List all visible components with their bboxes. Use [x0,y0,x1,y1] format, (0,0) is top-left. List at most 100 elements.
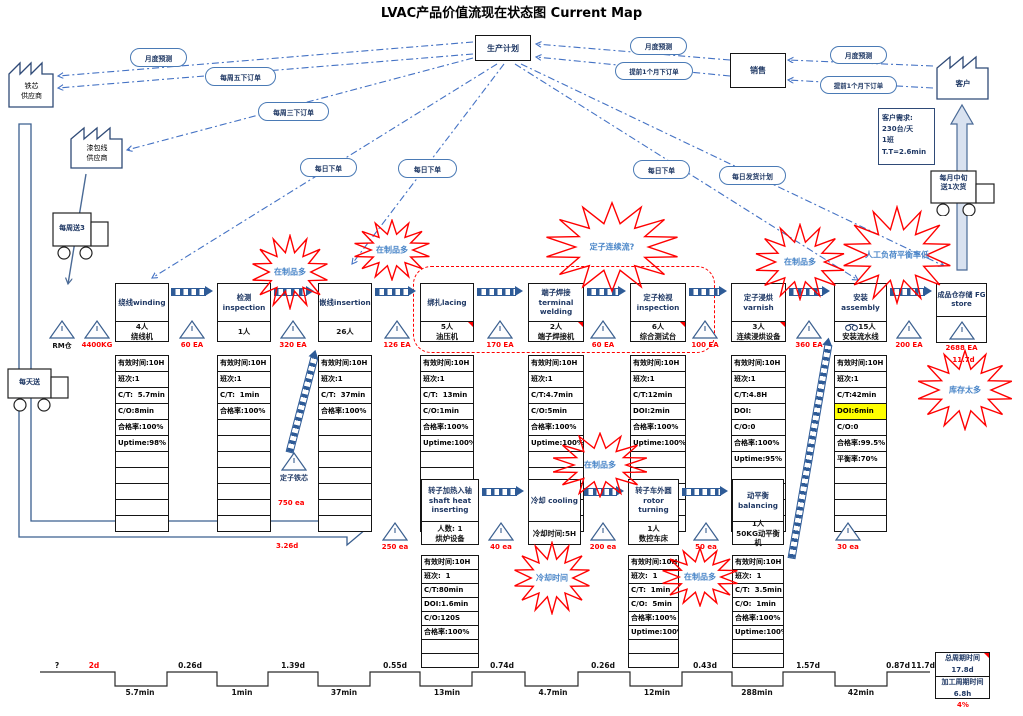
process-box-rotor-turning: 转子车外圆 rotor turning 1人 数控车床 [628,479,679,545]
process-title-assembly: 安装assembly [835,284,886,322]
wire-supplier-factory: 漆包线 供应商 [70,124,124,170]
process-staff-line: 烘炉设备 [435,533,465,543]
inventory-r2-0-icon [381,521,409,542]
push-arrow-head [515,286,523,296]
data-box-inspection: 有效时间:10H 班次:1 C/T: 1min 合格率:100% [217,355,271,532]
burst-outline-icon [546,200,678,294]
daily-delivery-truck: 每天送 [7,368,71,413]
process-staff-line: 15人 [845,322,876,332]
process-staff-text: 15人 [858,322,876,332]
process-staff-line: 数控车床 [638,533,669,543]
data-row-winding: C/T: 5.7min [116,388,168,404]
process-box-stator-inspection: 定子检视 inspection 6人 综合测试台 [630,283,686,342]
data-row-winding: 有效时间:10H [116,356,168,372]
process-staff-line: 连续浸烘设备 [736,332,781,341]
process-box-shaft-heat-inserting: 转子加热入轴 shaft heat inserting 人数: 1 烘炉设备 [421,479,479,545]
push-arrow-r1-6 [789,286,830,297]
timeline-wait-label: 0.55d [383,661,407,670]
oval-daily-order-3: 每日下单 [633,160,690,179]
timeline-wait-label: 2d [88,661,100,670]
process-title-line: 定子浸烘 [743,293,774,303]
process-title-inspection: 检测 inspection [218,284,270,322]
data-row-insertion: 班次:1 [319,372,371,388]
process-title-line: turning [638,505,669,515]
process-box-balancing: 动平衡 balancing 1人 50KG动平衡机 [732,479,784,548]
timeline-step-label: 37min [330,688,358,697]
process-title-rotor-turning: 转子车外圆 rotor turning [629,480,678,522]
inventory-r2-3-label: 50 ea [695,543,717,551]
data-box-assembly: 有效时间:10H 班次:1 C/T:42min DOI:6min C/O:0 合格率:99… [834,355,887,532]
total-leadtime-value: 17.8d [936,665,989,677]
data-row-empty [319,452,371,468]
process-staff-assembly: 15人 安装流水线 [835,322,886,342]
process-staff-line: 50KG动平衡机 [736,528,780,548]
burst-outline-icon [917,348,1013,432]
oval-monthly-forecast-3: 月度预测 [830,46,887,64]
process-title-line: 转子车外圆 [635,486,672,496]
push-arrow-body [682,487,721,496]
data-row-empty [631,452,685,468]
inventory-r1-4-label: 60 EA [591,341,615,349]
factory-icon [8,61,54,108]
process-title-line: 安装assembly [841,293,880,312]
data-row-stator-inspection: C/T:12min [631,388,685,404]
sales-box: 销售 [730,53,786,88]
push-arrow-body [477,287,516,296]
comment-flag-icon [680,322,685,327]
process-staff-line: 冷却时间:5H [532,528,577,538]
data-row-rotor-turning: 班次: 1 [629,570,678,584]
process-title-varnish: 定子浸烘 varnish [732,284,785,322]
data-row-lacing: 班次:1 [421,372,473,388]
oval-order-friday: 每周五下订单 [205,67,276,86]
data-row-assembly: 班次:1 [835,372,886,388]
process-title-line: inspection [222,302,266,312]
fg-store-box: 成品仓存储 FG store [936,283,987,343]
data-row-insertion: 有效时间:10H [319,356,371,372]
push-arrow-head [822,286,830,296]
burst-outline-icon [552,431,648,499]
stator-core-inventory-icon [280,451,308,472]
process-time-label: 加工周期时间 [941,678,984,686]
push-arrow-r2-0 [482,486,524,497]
burst-text: 冷却时间 [536,573,568,583]
customer-demand-line: 1班 [882,136,894,145]
weekly-delivery-truck: 每周送3 [52,212,112,260]
data-row-assembly: 合格率:99.5% [835,436,886,452]
inventory-r2-2-icon [589,521,617,542]
oval-monthly-forecast-2: 月度预测 [630,37,687,55]
monthly-truck-label-line: 送1次货 [940,183,967,192]
data-row-rotor-turning: C/T: 1min [629,584,678,598]
process-title-line: 检测 [236,293,252,303]
fg-store-title-line: 成品仓存储 FG [937,290,986,299]
data-row-shaft-heat-inserting: C/O:120S [422,612,478,626]
data-row-empty [319,420,371,436]
burst-outline-icon [354,217,430,283]
timeline-step-label: 5.7min [125,688,155,697]
data-row-empty [116,500,168,516]
truck-icon [7,368,69,412]
process-title-line: 冷却 cooling [531,495,578,505]
process-box-varnish: 定子浸烘 varnish 3人 连续浸烘设备 [731,283,786,342]
oval-daily-order-1: 每日下单 [300,158,357,177]
customer-demand-line: 客户需求: [882,114,913,122]
inventory-r2-0-label: 250 ea [381,543,409,551]
data-row-inspection: 合格率:100% [218,404,270,420]
data-row-stator-inspection: Uptime:100% [631,436,685,452]
data-row-empty [629,640,678,654]
process-box-winding: 绕线winding 4人 绕线机 [115,283,169,342]
process-title-terminal-welding: 端子焊接 terminal welding [529,284,583,322]
data-row-assembly: DOI:6min [835,404,886,420]
data-row-winding: Uptime:98% [116,436,168,452]
data-row-lacing: 合格率:100% [421,420,473,436]
process-staff-balancing: 1人 50KG动平衡机 [733,519,783,548]
data-box-winding: 有效时间:10H 班次:1 C/T: 5.7min C/O:8min 合格率:100% U… [115,355,169,532]
fg-inventory-qty: 2688 EA [945,344,978,352]
data-row-terminal-welding: 有效时间:10H [529,356,583,372]
data-row-assembly: C/T:42min [835,388,886,404]
data-row-empty [835,484,886,500]
value-ratio: 4% [957,701,969,709]
data-row-empty [218,436,270,452]
process-staff-line: 4人 [135,322,149,332]
data-row-empty [421,452,473,468]
